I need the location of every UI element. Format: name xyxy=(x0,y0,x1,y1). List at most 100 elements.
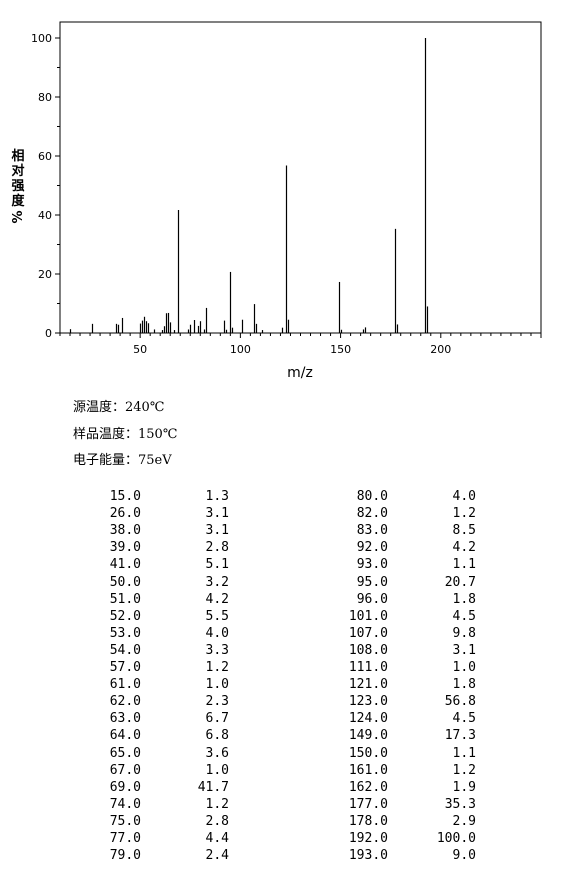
intensity-value: 3.1 xyxy=(452,642,476,658)
intensity-value: 1.0 xyxy=(205,677,229,693)
intensity-value: 3.2 xyxy=(205,574,229,590)
intensity-value: 4.2 xyxy=(452,540,476,556)
y-axis-label-char: % xyxy=(11,210,26,223)
mz-value: 95.0 xyxy=(356,574,388,590)
mz-value: 101.0 xyxy=(348,608,388,624)
x-tick-label: 150 xyxy=(330,343,351,356)
electron-energy: 电子能量：75eV xyxy=(73,453,172,468)
intensity-value: 1.3 xyxy=(205,489,229,504)
table-row: 54.0 3.3 108.0 3.1 xyxy=(0,642,570,659)
spectrum-peaks xyxy=(69,38,429,333)
x-tick-label: 50 xyxy=(133,343,147,356)
mz-value: 41.0 xyxy=(109,557,141,573)
intensity-value: 1.2 xyxy=(205,660,229,675)
table-row: 39.0 2.8 92.0 4.2 xyxy=(0,539,570,556)
mz-value: 38.0 xyxy=(109,523,141,539)
intensity-value: 1.1 xyxy=(452,745,476,761)
mz-value: 192.0 xyxy=(348,831,388,846)
mz-value: 149.0 xyxy=(348,728,388,744)
intensity-value: 56.8 xyxy=(444,694,476,710)
intensity-value: 9.0 xyxy=(452,848,476,864)
mz-value: 83.0 xyxy=(356,523,388,539)
intensity-value: 4.0 xyxy=(205,625,229,641)
intensity-value: 4.5 xyxy=(452,711,476,727)
mz-value: 67.0 xyxy=(109,762,141,778)
mz-value: 121.0 xyxy=(348,677,388,693)
mz-value: 96.0 xyxy=(356,591,388,607)
mz-value: 150.0 xyxy=(348,745,388,761)
y-tick-label: 60 xyxy=(38,150,52,163)
intensity-value: 1.2 xyxy=(452,762,476,778)
intensity-value: 41.7 xyxy=(197,779,229,795)
table-row: 38.0 3.1 83.0 8.5 xyxy=(0,522,570,539)
y-tick-label: 80 xyxy=(38,91,52,104)
intensity-value: 4.0 xyxy=(452,489,476,504)
sample-temperature: 样品温度：150℃ xyxy=(73,427,178,442)
mz-value: 79.0 xyxy=(109,848,141,864)
mz-value: 39.0 xyxy=(109,540,141,556)
intensity-value: 6.8 xyxy=(205,728,229,744)
y-axis-label-char: 相 xyxy=(11,148,24,164)
mz-value: 54.0 xyxy=(109,642,141,658)
intensity-value: 1.2 xyxy=(205,796,229,812)
mz-value: 162.0 xyxy=(348,779,388,795)
mz-value: 74.0 xyxy=(109,796,141,812)
mz-value: 93.0 xyxy=(356,557,388,573)
mz-value: 193.0 xyxy=(348,848,388,864)
table-row: 52.0 5.5 101.0 4.5 xyxy=(0,608,570,625)
mz-value: 52.0 xyxy=(109,608,141,624)
y-axis-label-char: 强 xyxy=(11,179,24,194)
intensity-value: 2.4 xyxy=(205,848,229,864)
table-row: 79.0 2.4 193.0 9.0 xyxy=(0,847,570,864)
y-tick-label: 100 xyxy=(31,32,52,45)
x-tick-label: 200 xyxy=(430,343,451,356)
intensity-value: 3.1 xyxy=(205,506,229,522)
table-row: 26.0 3.1 82.0 1.2 xyxy=(0,505,570,522)
mz-value: 92.0 xyxy=(356,540,388,556)
intensity-value: 9.8 xyxy=(452,625,476,641)
intensity-value: 1.0 xyxy=(205,762,229,778)
y-tick-label: 20 xyxy=(38,268,52,281)
table-row: 74.0 1.2 177.0 35.3 xyxy=(0,796,570,813)
intensity-value: 2.8 xyxy=(205,540,229,556)
table-row: 41.0 5.1 93.0 1.1 xyxy=(0,556,570,573)
mz-value: 161.0 xyxy=(348,762,388,778)
table-row: 69.0 41.7 162.0 1.9 xyxy=(0,779,570,796)
mz-value: 107.0 xyxy=(348,625,388,641)
mz-value: 124.0 xyxy=(348,711,388,727)
mz-value: 108.0 xyxy=(348,642,388,658)
intensity-value: 35.3 xyxy=(444,796,476,812)
table-row: 65.0 3.6 150.0 1.1 xyxy=(0,745,570,762)
intensity-value: 6.7 xyxy=(205,711,229,727)
mz-value: 77.0 xyxy=(109,831,141,846)
mz-value: 111.0 xyxy=(348,660,388,675)
x-axis-title: m/z xyxy=(287,365,313,381)
y-tick-label: 0 xyxy=(45,327,52,340)
mz-value: 62.0 xyxy=(109,694,141,710)
table-row: 53.0 4.0 107.0 9.8 xyxy=(0,625,570,642)
table-row: 64.0 6.8 149.0 17.3 xyxy=(0,727,570,744)
mz-value: 57.0 xyxy=(109,660,141,675)
mz-value: 123.0 xyxy=(348,694,388,710)
table-row: 57.0 1.2 111.0 1.0 xyxy=(0,659,570,676)
mz-value: 64.0 xyxy=(109,728,141,744)
mz-value: 26.0 xyxy=(109,506,141,522)
intensity-value: 4.2 xyxy=(205,591,229,607)
intensity-value: 1.9 xyxy=(452,779,476,795)
mz-value: 15.0 xyxy=(109,489,141,504)
intensity-value: 3.3 xyxy=(205,642,229,658)
intensity-value: 17.3 xyxy=(444,728,476,744)
table-row: 63.0 6.7 124.0 4.5 xyxy=(0,710,570,727)
mz-value: 63.0 xyxy=(109,711,141,727)
table-row: 75.0 2.8 178.0 2.9 xyxy=(0,813,570,830)
intensity-value: 3.1 xyxy=(205,523,229,539)
intensity-value: 20.7 xyxy=(444,574,476,590)
intensity-value: 8.5 xyxy=(452,523,476,539)
source-temperature: 源温度：240℃ xyxy=(73,400,165,415)
y-axis-label-char: 对 xyxy=(11,163,24,179)
table-row: 15.0 1.3 80.0 4.0 xyxy=(0,488,570,505)
intensity-value: 4.5 xyxy=(452,608,476,624)
y-ticks: 0 20 40 60 80 100 xyxy=(31,32,60,340)
mz-value: 80.0 xyxy=(356,489,388,504)
